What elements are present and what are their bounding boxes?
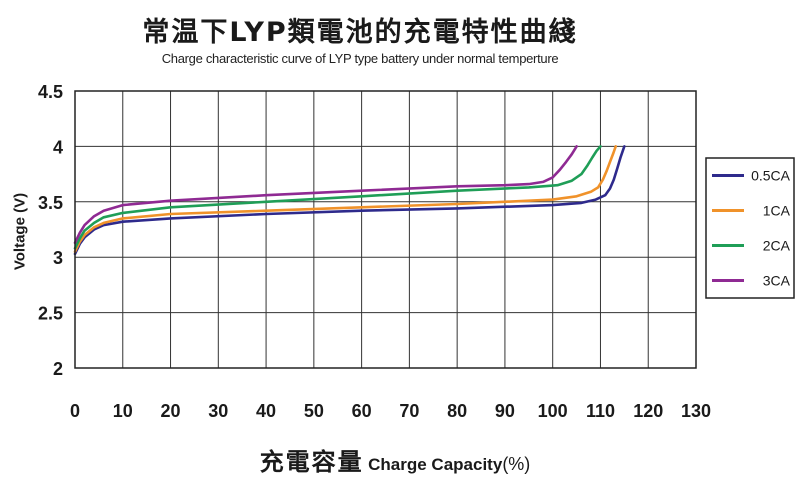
x-tick-label: 40 [256, 401, 276, 421]
y-axis-label: Voltage (V) [11, 192, 29, 271]
x-tick-label: 50 [304, 401, 324, 421]
series-line-3CA [73, 145, 578, 245]
x-tick-label: 80 [447, 401, 467, 421]
chart-title: 常温下LYP類電池的充電特性曲綫 [142, 17, 578, 48]
legend-label: 1CA [763, 203, 791, 219]
y-tick-labels: 2 2.5 3 3.5 4 4.5 [38, 82, 63, 379]
legend: 0.5CA 1CA 2CA 3CA [705, 157, 795, 299]
x-tick-labels: 0 10 20 30 40 50 60 70 80 90 100 110 120 130 [70, 401, 711, 421]
series-lines [73, 145, 626, 256]
x-tick-label: 30 [208, 401, 228, 421]
x-axis-label-cn: 充電容量 [259, 448, 364, 476]
legend-label: 3CA [763, 273, 791, 289]
y-tick-label: 4.5 [38, 82, 63, 102]
grid-lines [74, 90, 697, 369]
series-line-2CA [73, 145, 602, 250]
x-tick-label: 130 [681, 401, 711, 421]
plot-frame [74, 90, 697, 369]
x-tick-label: 20 [161, 401, 181, 421]
x-tick-label: 90 [495, 401, 515, 421]
y-tick-label: 2.5 [38, 304, 63, 324]
y-tick-label: 4 [53, 137, 63, 157]
x-tick-label: 60 [352, 401, 372, 421]
series-line-1CA [73, 145, 617, 253]
x-axis-unit: (%) [502, 454, 531, 474]
series-line-0.5CA [73, 145, 626, 256]
x-tick-label: 70 [399, 401, 419, 421]
x-tick-label: 120 [633, 401, 663, 421]
y-tick-label: 3 [53, 248, 63, 268]
x-tick-label: 10 [113, 401, 133, 421]
legend-label: 2CA [763, 238, 791, 254]
x-tick-label: 0 [70, 401, 80, 421]
y-tick-label: 3.5 [38, 193, 63, 213]
legend-box [705, 157, 795, 299]
x-tick-label: 110 [586, 401, 615, 421]
x-tick-label: 100 [538, 401, 568, 421]
chart-subtitle: Charge characteristic curve of LYP type … [161, 51, 559, 66]
legend-label: 0.5CA [751, 168, 791, 184]
y-tick-label: 2 [53, 359, 63, 379]
x-axis-label: Charge Capacity [368, 455, 503, 474]
x-axis-label-group: 充電容量 Charge Capacity(%) [0, 442, 790, 477]
